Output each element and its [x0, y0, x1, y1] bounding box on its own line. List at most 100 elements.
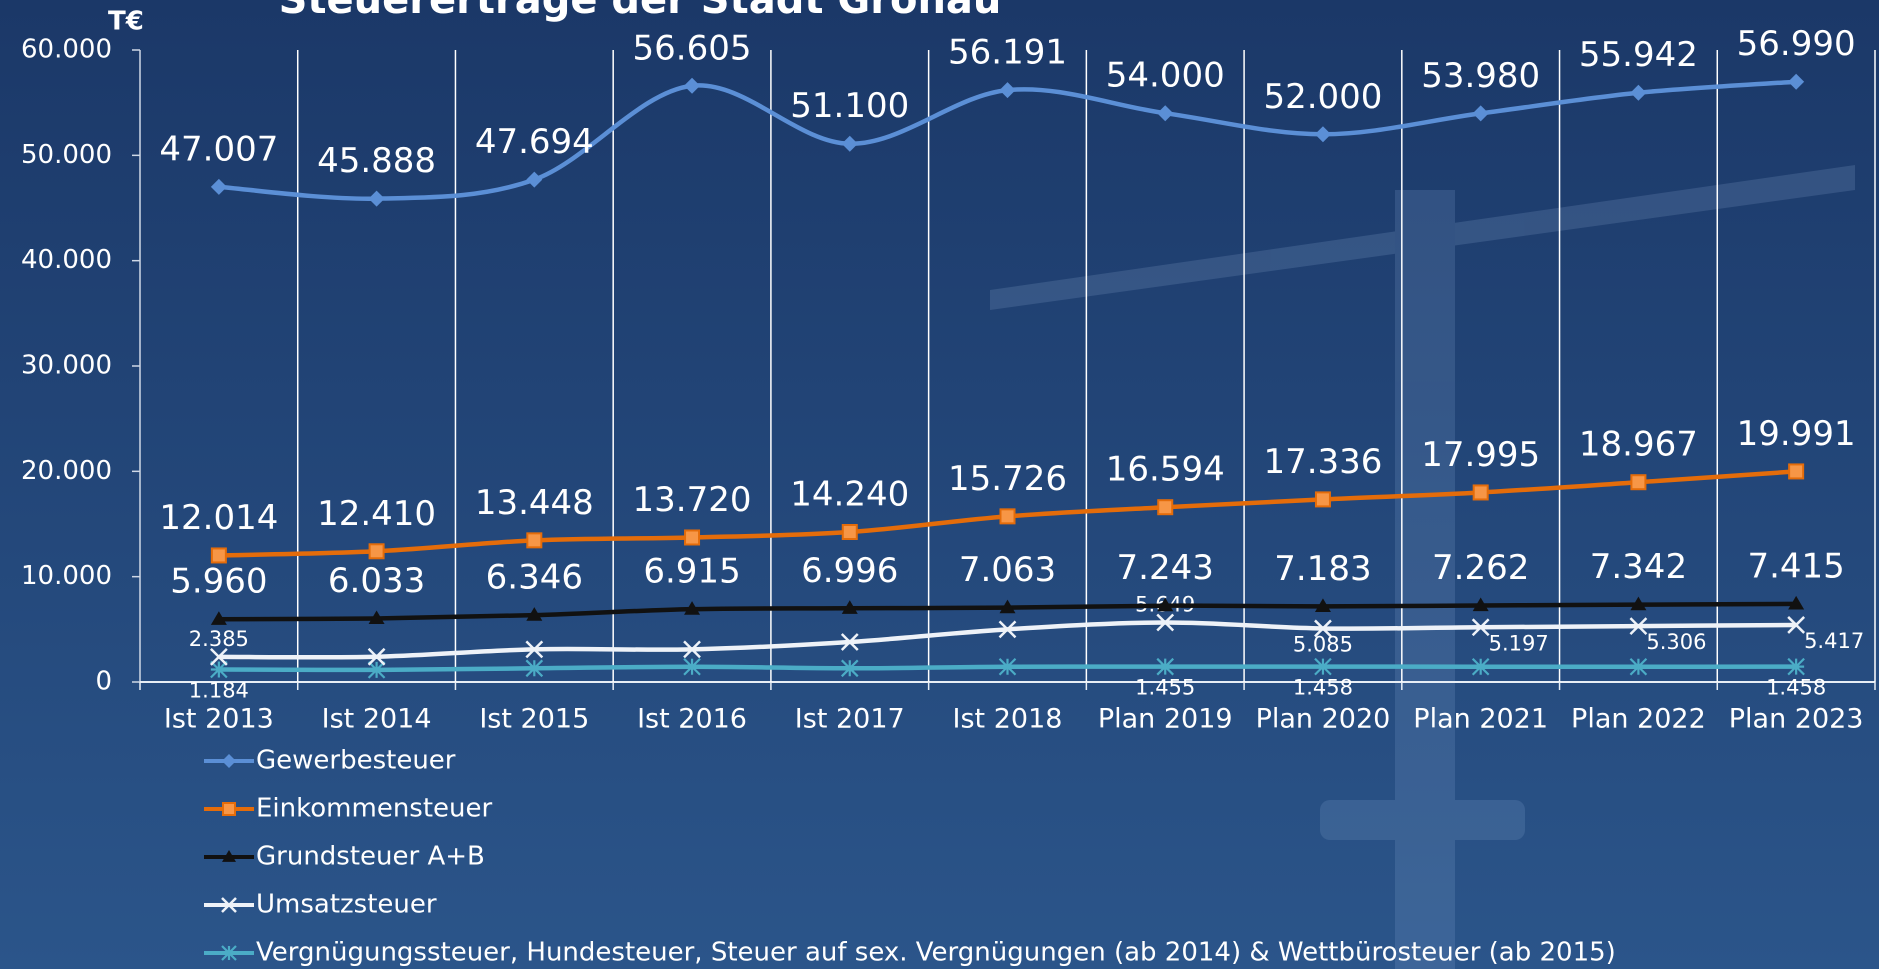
y-tick-label: 60.000 — [21, 35, 112, 65]
marker — [210, 660, 228, 679]
data-label: 17.995 — [1421, 435, 1540, 475]
x-tick-label: Plan 2023 — [1729, 704, 1864, 735]
x-tick-label: Ist 2018 — [953, 704, 1063, 735]
marker — [841, 135, 858, 152]
marker — [1314, 126, 1331, 143]
x-tick-label: Ist 2015 — [479, 704, 589, 735]
marker — [1471, 657, 1490, 676]
y-tick-label: 10.000 — [21, 561, 112, 591]
marker — [684, 77, 701, 94]
marker — [368, 610, 385, 625]
marker — [1787, 657, 1805, 676]
marker — [222, 754, 236, 768]
marker — [1788, 595, 1805, 610]
data-label: 56.191 — [948, 33, 1067, 73]
data-label: 6.915 — [643, 552, 740, 592]
series: 12.014 12.410 13.448 13.720 14.240 15.726 16.5… — [159, 414, 1856, 564]
data-label: 5.197 — [1489, 631, 1549, 655]
marker — [1630, 84, 1647, 101]
marker — [684, 529, 701, 546]
marker — [1472, 105, 1489, 122]
marker — [1629, 657, 1648, 676]
data-label: 12.410 — [317, 494, 436, 534]
legend-label: Gewerbesteuer — [256, 746, 456, 776]
marker — [1157, 105, 1174, 122]
marker — [998, 620, 1017, 639]
marker — [526, 532, 543, 549]
x-tick-label: Plan 2022 — [1571, 704, 1706, 735]
data-label: 7.415 — [1747, 546, 1844, 586]
data-label: 6.033 — [328, 561, 425, 601]
marker — [221, 897, 237, 913]
marker — [222, 802, 236, 816]
marker — [1787, 616, 1806, 634]
data-label: 45.888 — [317, 141, 436, 181]
data-label: 1.184 — [189, 679, 249, 703]
marker — [1788, 73, 1805, 90]
marker — [210, 611, 227, 625]
marker — [999, 508, 1016, 525]
data-label: 7.243 — [1117, 548, 1214, 588]
data-label: 52.000 — [1263, 77, 1382, 117]
marker — [1314, 491, 1331, 508]
marker — [1629, 617, 1648, 635]
marker — [1630, 474, 1647, 491]
series: 5.960 6.033 6.346 6.915 6.996 7.063 7.243 7.183… — [170, 546, 1845, 625]
data-label: 17.336 — [1263, 442, 1382, 482]
marker — [998, 657, 1017, 676]
marker — [525, 659, 544, 678]
marker — [1156, 657, 1175, 676]
marker — [222, 850, 236, 862]
marker — [367, 647, 386, 666]
marker — [209, 647, 228, 666]
data-label: 2.385 — [189, 627, 249, 651]
marker — [841, 524, 858, 541]
marker — [841, 600, 858, 614]
data-label: 13.720 — [633, 480, 752, 520]
data-label: 56.605 — [633, 28, 752, 68]
chart-title: Steuererträge der Stadt Gronau — [279, 0, 1002, 23]
y-unit: T€ — [108, 7, 144, 37]
marker — [1471, 618, 1490, 637]
data-label: 19.991 — [1737, 414, 1856, 454]
data-label: 47.694 — [475, 122, 594, 162]
marker — [1314, 619, 1332, 638]
marker — [367, 661, 386, 679]
marker — [1314, 598, 1331, 612]
data-label: 5.085 — [1293, 632, 1353, 656]
marker — [1157, 597, 1174, 612]
data-label: 1.458 — [1293, 676, 1353, 700]
x-tick-label: Ist 2014 — [322, 704, 432, 735]
series: 47.007 45.888 47.694 56.605 51.100 56.191 54.0… — [159, 24, 1856, 207]
data-label: 55.942 — [1579, 35, 1698, 75]
data-label: 7.183 — [1274, 549, 1371, 589]
marker — [1314, 657, 1332, 676]
marker — [210, 178, 227, 195]
data-label: 14.240 — [790, 475, 909, 515]
data-label: 18.967 — [1579, 425, 1698, 465]
marker — [368, 543, 385, 560]
data-label: 7.342 — [1590, 547, 1687, 587]
data-label: 13.448 — [475, 483, 594, 523]
data-label: 5.306 — [1646, 630, 1706, 654]
legend-label: Grundsteuer A+B — [256, 842, 485, 872]
marker — [526, 607, 543, 621]
x-tick-label: Plan 2019 — [1098, 704, 1233, 735]
data-label: 1.458 — [1766, 676, 1826, 700]
x-tick-label: Ist 2016 — [637, 704, 747, 735]
data-label: 53.980 — [1421, 56, 1540, 96]
data-label: 16.594 — [1106, 450, 1225, 490]
data-label: 6.996 — [801, 551, 898, 591]
series: 1.184 1.455 1.458 1.458 — [189, 657, 1826, 703]
marker — [684, 601, 701, 615]
marker — [1472, 597, 1489, 612]
y-tick-label: 50.000 — [21, 140, 112, 170]
marker — [1157, 499, 1174, 516]
marker — [999, 82, 1016, 99]
marker — [1472, 484, 1489, 501]
data-label: 6.346 — [486, 558, 583, 598]
marker — [210, 547, 227, 564]
x-tick-label: Plan 2020 — [1256, 704, 1391, 735]
